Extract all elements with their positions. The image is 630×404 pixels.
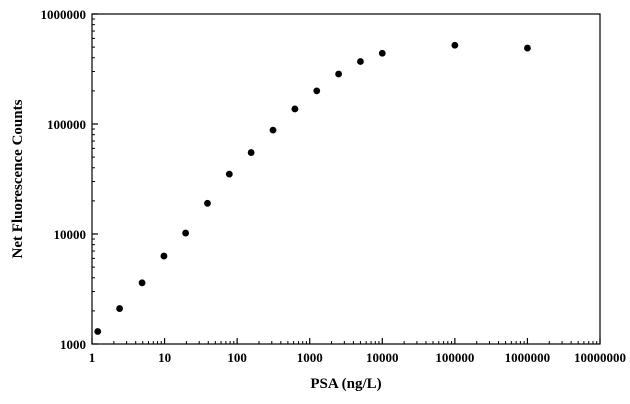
data-point (357, 58, 364, 65)
x-tick-label: 1000000 (505, 350, 551, 365)
data-point (116, 305, 123, 312)
data-point (160, 252, 168, 260)
data-point (269, 126, 277, 134)
data-point (225, 170, 233, 178)
data-point (204, 199, 211, 207)
x-tick-label: 100 (227, 350, 247, 365)
data-point (335, 70, 342, 78)
data-point (378, 49, 386, 57)
plot-frame (91, 13, 601, 345)
data-point (182, 229, 190, 237)
data-points (94, 41, 531, 335)
x-tick-label: 1000 (297, 350, 323, 365)
x-tick-label: 10000 (366, 350, 399, 365)
x-tick-label: 10 (158, 350, 171, 365)
y-axis: 1000 10000 100000 1000000 (41, 7, 98, 352)
data-point (313, 87, 321, 95)
y-tick-label: 10000 (54, 227, 87, 242)
data-point (94, 328, 102, 335)
data-point (291, 105, 299, 113)
x-axis-title: PSA (ng/L) (310, 376, 381, 392)
data-point (524, 44, 531, 52)
data-point (247, 149, 255, 156)
data-point (451, 41, 459, 49)
data-point (138, 279, 146, 287)
x-tick-label: 100000 (435, 350, 474, 365)
y-axis-title: Net Fluorescence Counts (10, 99, 26, 258)
y-tick-label: 1000000 (41, 7, 87, 22)
y-tick-label: 1000 (60, 337, 86, 352)
x-axis: 1 10 100 1000 10000 100000 1000000 10000000 (89, 338, 626, 365)
x-tick-label: 10000000 (574, 350, 626, 365)
x-tick-label: 1 (89, 350, 96, 365)
y-tick-label: 100000 (47, 117, 86, 132)
